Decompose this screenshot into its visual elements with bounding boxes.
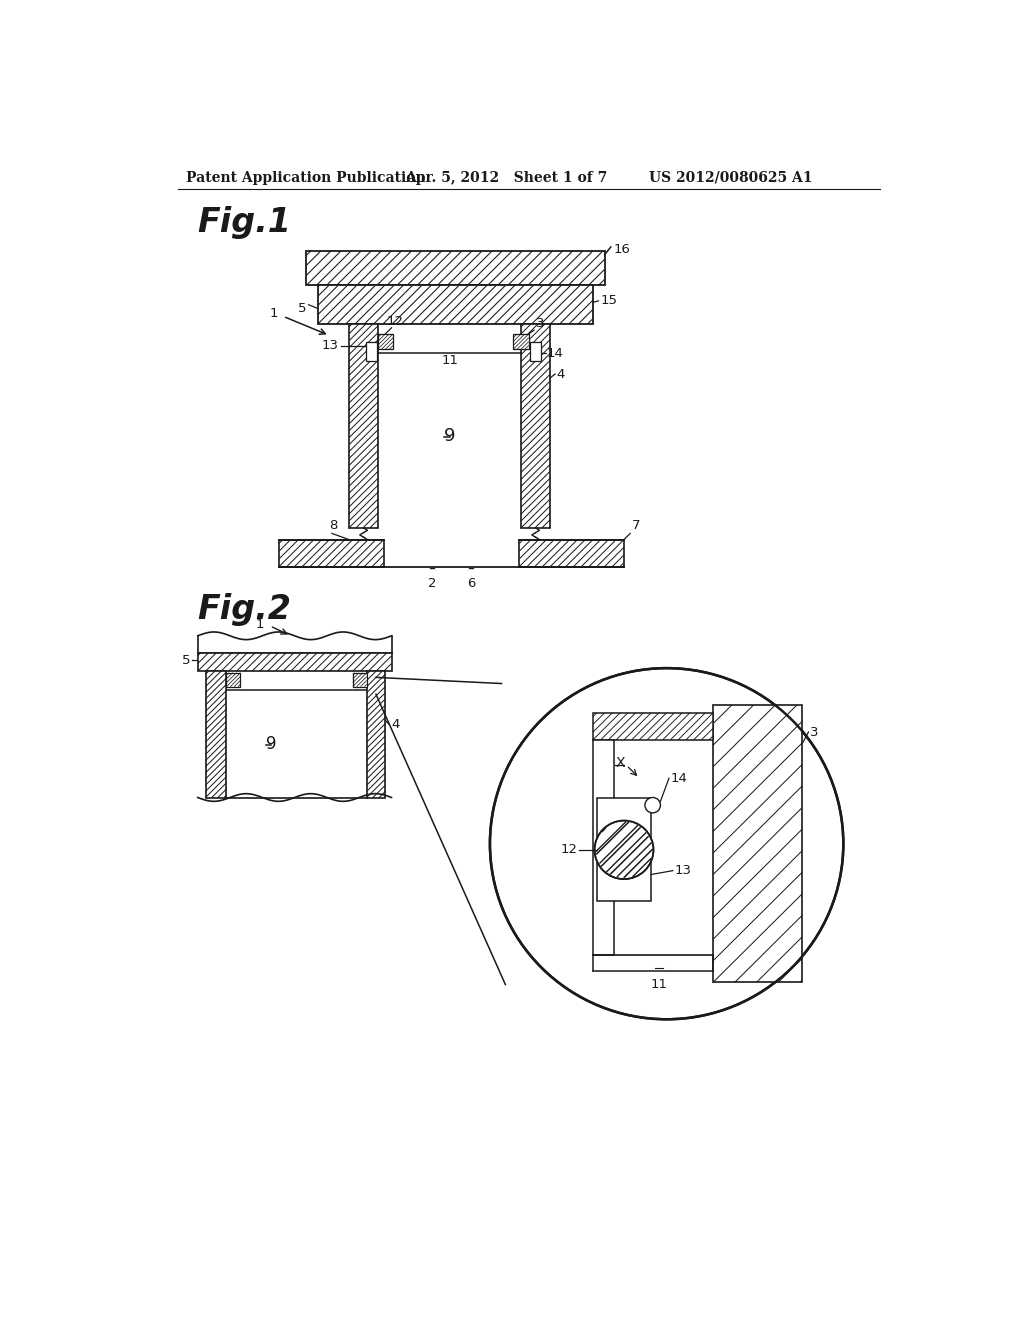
Text: 12: 12 [560,843,578,857]
Text: 4: 4 [557,367,565,380]
Text: 11: 11 [650,978,668,991]
Circle shape [595,821,653,879]
Text: 12: 12 [387,314,403,327]
Bar [367,671,385,797]
Text: Fig.2: Fig.2 [198,594,292,627]
Text: 15: 15 [601,294,617,308]
Text: 11: 11 [441,354,458,367]
Text: 8: 8 [330,519,338,532]
Bar [349,323,378,528]
Bar [366,342,377,360]
Text: 7: 7 [632,519,640,532]
Bar [530,342,541,360]
Bar [352,673,367,686]
Text: 3: 3 [537,317,545,330]
Text: 3: 3 [810,726,818,739]
Circle shape [645,797,660,813]
Bar [378,334,393,350]
Bar [519,540,624,566]
Circle shape [489,668,844,1019]
Text: 16: 16 [614,243,631,256]
Text: Patent Application Publication: Patent Application Publication [186,170,426,185]
Text: 1: 1 [269,308,278,321]
Text: 14: 14 [547,347,563,360]
Bar [206,671,226,797]
Text: 4: 4 [391,718,400,731]
Text: 13: 13 [675,865,691,878]
Bar [593,739,614,956]
Bar [306,251,604,285]
Text: 5: 5 [181,653,190,667]
Bar [226,673,241,686]
Text: Apr. 5, 2012   Sheet 1 of 7: Apr. 5, 2012 Sheet 1 of 7 [406,170,607,185]
Bar [198,653,391,671]
Bar [280,540,384,566]
Text: Fig.1: Fig.1 [198,206,292,239]
Bar [593,713,713,739]
Text: X: X [615,756,625,770]
Bar [713,705,802,982]
Text: 1: 1 [256,618,264,631]
Text: US 2012/0080625 A1: US 2012/0080625 A1 [649,170,812,185]
Bar [597,797,651,902]
Text: 6: 6 [467,577,475,590]
Bar [513,334,528,350]
Text: 14: 14 [671,772,687,785]
Text: 5: 5 [298,302,306,315]
Text: 13: 13 [322,339,339,352]
Text: 2: 2 [428,577,437,590]
Text: 9: 9 [443,426,456,445]
Bar [317,285,593,323]
Text: 9: 9 [266,735,276,752]
Bar [521,323,550,528]
